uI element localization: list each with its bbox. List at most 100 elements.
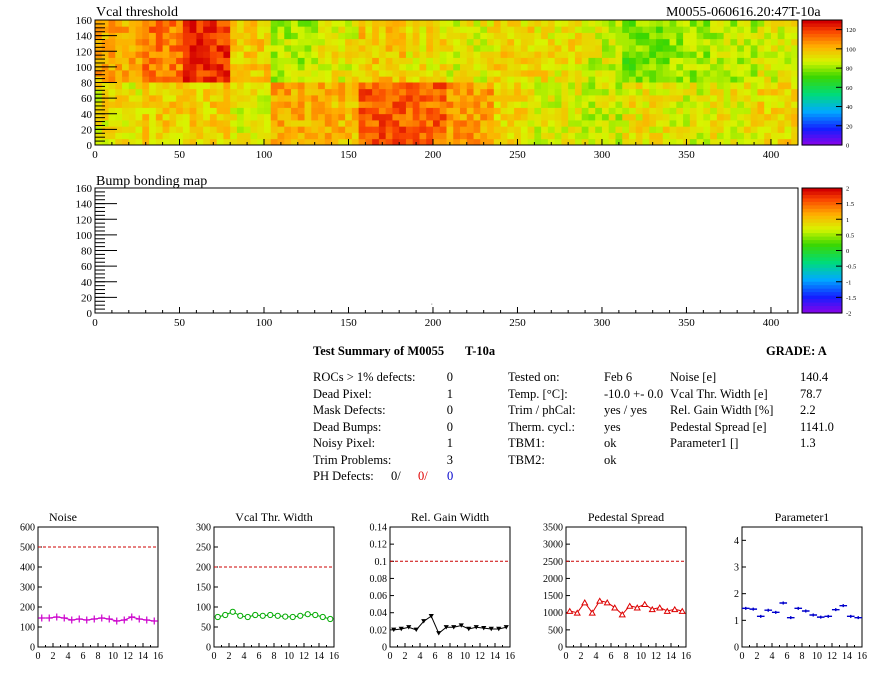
- heatmap-cell: [547, 38, 556, 46]
- heatmap-cell: [230, 88, 238, 96]
- heatmap-cell: [689, 63, 698, 71]
- heatmap-cell: [405, 76, 414, 83]
- heatmap-cell: [581, 51, 589, 58]
- heatmap-cell: [656, 45, 664, 52]
- heatmap-cell: [162, 138, 170, 146]
- heatmap-cell: [446, 70, 454, 77]
- heatmap-cell: [128, 101, 136, 108]
- heatmap-cell: [189, 138, 197, 146]
- heatmap-cell: [243, 107, 251, 115]
- heatmap-cell: [750, 95, 758, 102]
- heatmap-cell: [507, 101, 515, 108]
- heatmap-cell: [405, 70, 414, 77]
- heatmap-cell: [554, 70, 562, 77]
- heatmap-cell: [257, 20, 265, 27]
- vcal-width-plot-point: [297, 612, 304, 619]
- heatmap-cell: [595, 138, 603, 146]
- heatmap-cell: [257, 138, 265, 146]
- heatmap-cell: [622, 32, 630, 40]
- heatmap-cell: [534, 113, 542, 121]
- heatmap-cell: [297, 138, 305, 146]
- vcal-width-plot-title: Vcal Thr. Width: [235, 510, 312, 524]
- vcal-width-plot-point: [237, 612, 244, 619]
- heatmap-cell: [777, 95, 785, 102]
- heatmap-palette-cell: [802, 124, 842, 129]
- heatmap-cell: [176, 101, 184, 108]
- heatmap-cell: [358, 51, 366, 58]
- heatmap-cell: [676, 138, 684, 146]
- heatmap-cell: [196, 126, 204, 133]
- heatmap-cell: [541, 38, 549, 46]
- heatmap-cell: [460, 20, 468, 27]
- heatmap-cell: [757, 120, 765, 127]
- heatmap-cell: [270, 38, 278, 46]
- heatmap-cell: [642, 70, 650, 77]
- heatmap-cell: [615, 32, 623, 40]
- heatmap-cell: [683, 38, 691, 46]
- heatmap-cell: [453, 95, 461, 102]
- heatmap-cell: [730, 113, 738, 121]
- heatmap-cell: [135, 101, 143, 108]
- heatmap-cell: [439, 57, 447, 65]
- heatmap-cell: [196, 63, 204, 71]
- heatmap-cell: [757, 95, 765, 102]
- heatmap-cell: [128, 88, 136, 96]
- heatmap-cell: [507, 70, 515, 77]
- parameter1-plot-point: [749, 607, 758, 611]
- heatmap-cell: [615, 57, 623, 65]
- heatmap-cell: [318, 95, 326, 102]
- condition-value: Feb 6: [604, 370, 633, 384]
- heatmap-cell: [757, 113, 765, 121]
- bump-map-palette-cell: [802, 299, 842, 304]
- heatmap-cell: [649, 88, 657, 96]
- heatmap-cell: [399, 63, 407, 71]
- heatmap-cell: [547, 95, 556, 102]
- heatmap-cell: [493, 82, 501, 90]
- heatmap-x-tick-label: 0: [92, 149, 98, 161]
- heatmap-cell: [541, 45, 549, 52]
- heatmap-cell: [128, 57, 136, 65]
- pedestal-spread-plot-y-tick-label: 2000: [543, 574, 563, 585]
- heatmap-cell: [554, 120, 562, 127]
- heatmap-cell: [439, 138, 447, 146]
- heatmap-cell: [324, 45, 332, 52]
- heatmap-cell: [223, 132, 231, 140]
- heatmap-cell: [743, 32, 752, 40]
- heatmap-cell: [487, 26, 495, 33]
- heatmap-cell: [568, 70, 576, 77]
- heatmap-cell: [750, 107, 758, 115]
- heatmap-cell: [236, 113, 245, 121]
- heatmap-cell: [784, 20, 792, 27]
- heatmap-cell: [588, 138, 596, 146]
- gain-width-plot-series-line: [393, 615, 507, 635]
- heatmap-palette-cell: [802, 26, 842, 32]
- heatmap-cell: [554, 32, 562, 40]
- heatmap-cell: [358, 82, 366, 90]
- heatmap-cell: [791, 76, 799, 83]
- heatmap-cell: [189, 120, 197, 127]
- heatmap-cell: [480, 51, 488, 58]
- vcal-width-plot-x-tick-label: 14: [314, 651, 324, 662]
- heatmap-cell: [460, 107, 468, 115]
- heatmap-cell: [770, 63, 779, 71]
- heatmap-cell: [419, 57, 427, 65]
- heatmap-palette-cell: [802, 89, 842, 94]
- heatmap-cell: [324, 76, 332, 83]
- heatmap-cell: [473, 38, 481, 46]
- heatmap-z-tick-label: 20: [846, 123, 853, 130]
- heatmap-cell: [149, 120, 157, 127]
- heatmap-cell: [419, 95, 427, 102]
- heatmap-cell: [338, 45, 346, 52]
- gain-width-plot-y-tick-label: 0: [382, 643, 387, 654]
- heatmap-cell: [547, 113, 556, 121]
- heatmap-cell: [710, 76, 718, 83]
- heatmap-cell: [243, 63, 251, 71]
- heatmap-cell: [284, 70, 292, 77]
- heatmap-cell: [419, 38, 427, 46]
- heatmap-cell: [291, 138, 299, 146]
- heatmap-cell: [601, 38, 610, 46]
- heatmap-cell: [345, 32, 353, 40]
- heatmap-cell: [696, 101, 704, 108]
- heatmap-cell: [453, 51, 461, 58]
- heatmap-cell: [730, 45, 738, 52]
